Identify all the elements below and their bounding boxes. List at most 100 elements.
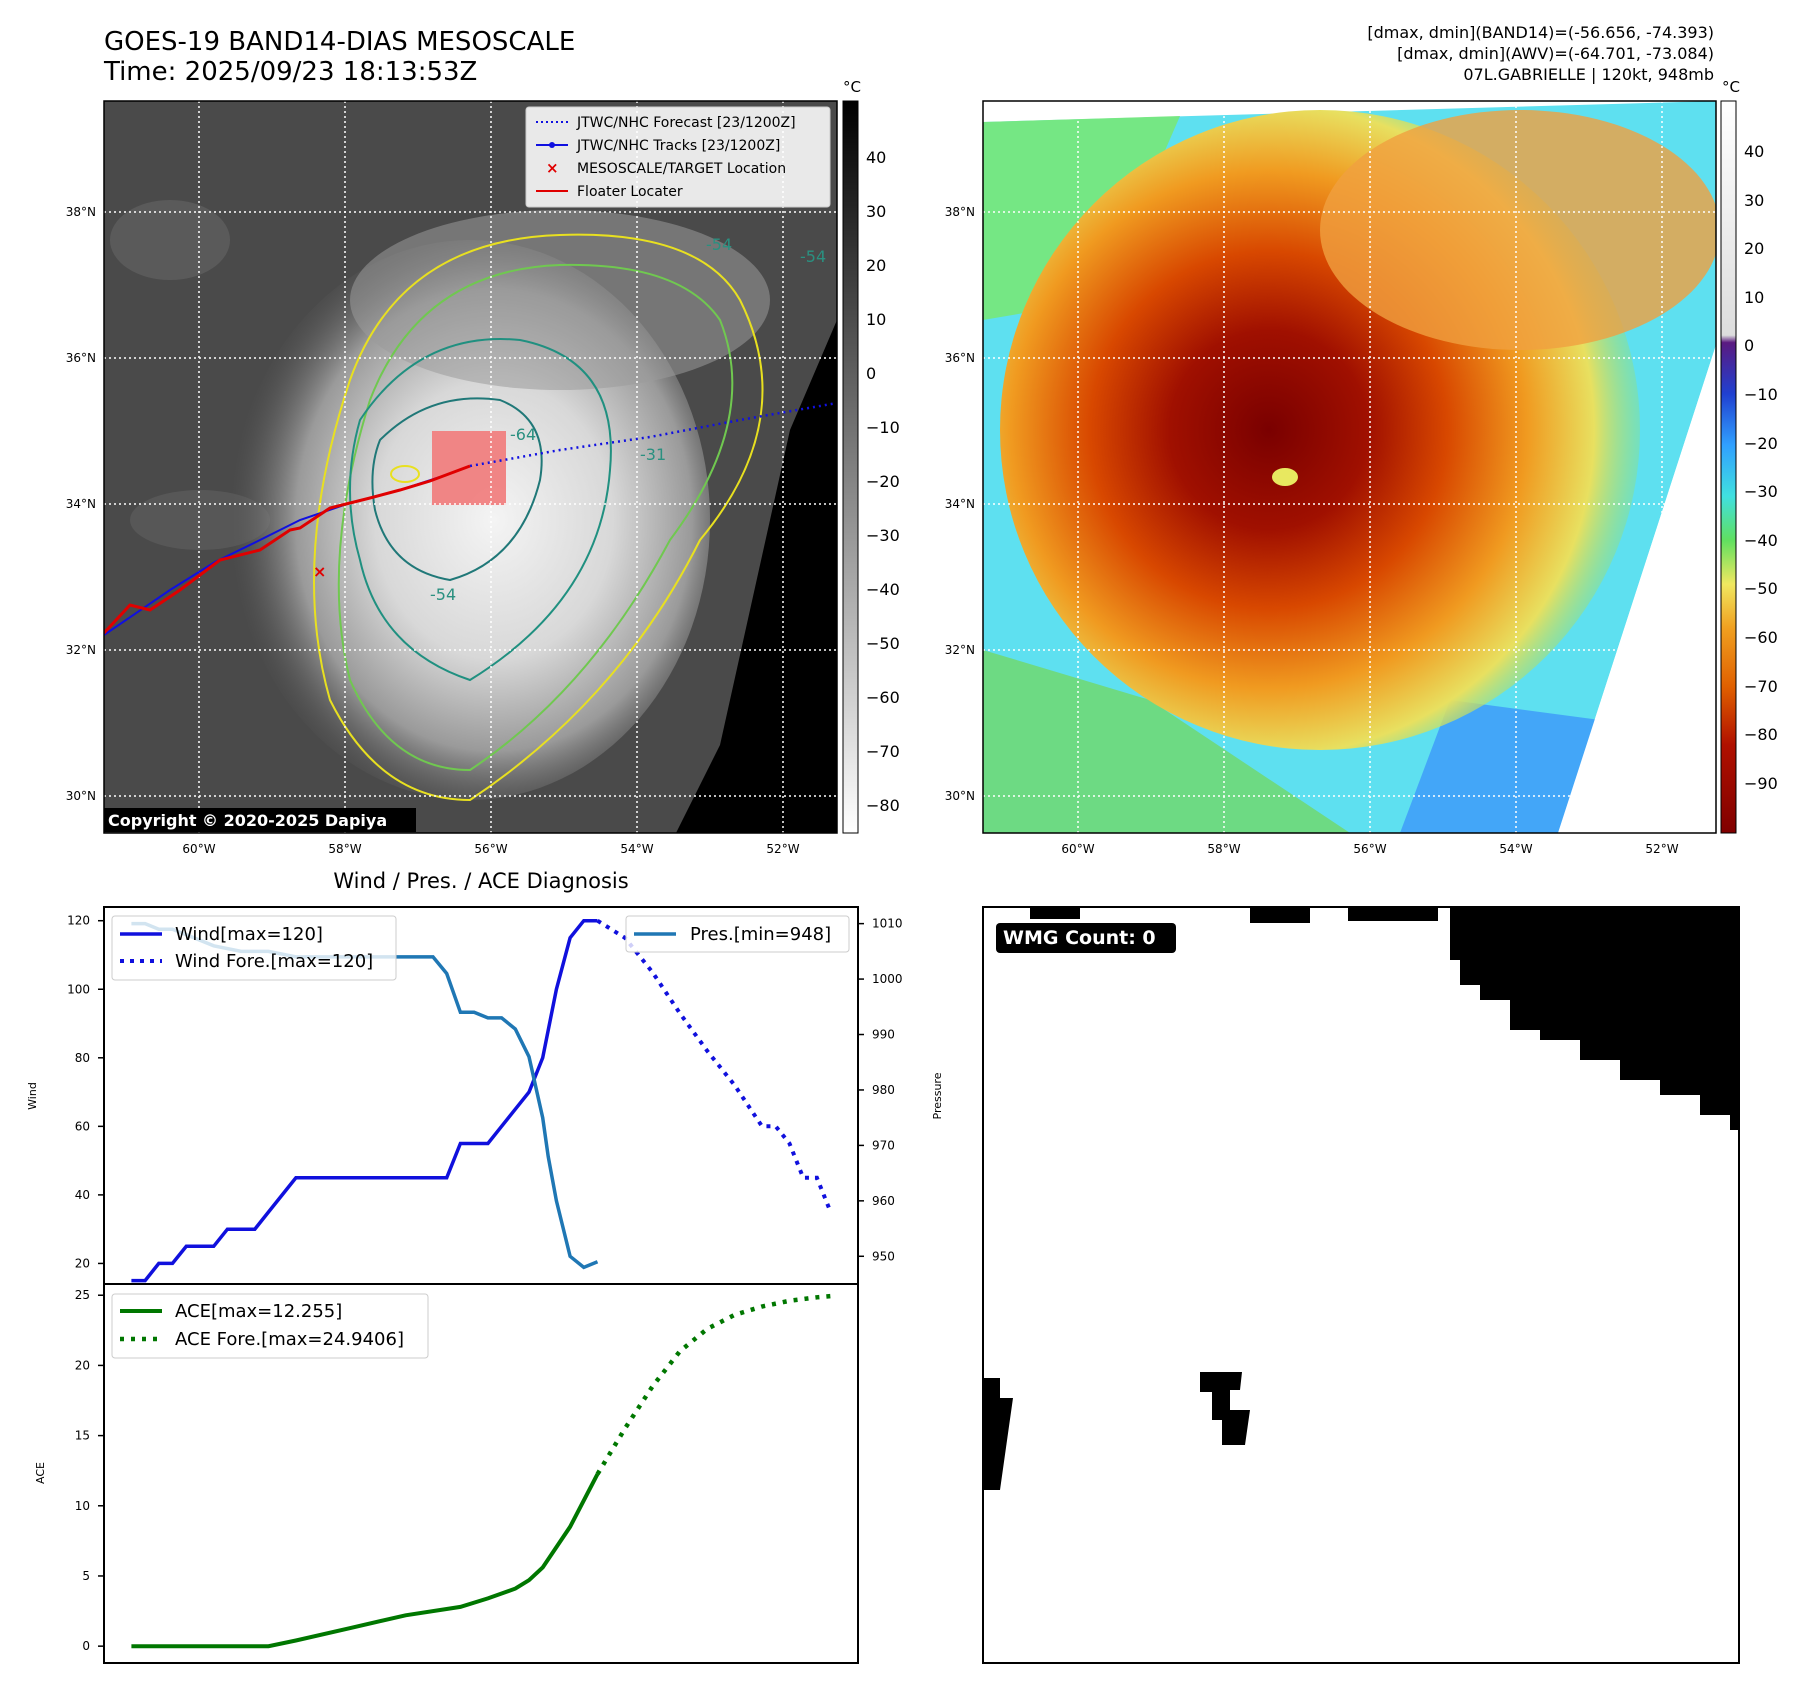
- ir-cbar-tick: 10: [866, 310, 886, 329]
- awv-cbar-tick: 30: [1744, 191, 1764, 210]
- wmg-panel: WMG Count: 0: [982, 906, 1740, 1664]
- pressure-tick-label: 990: [872, 1028, 895, 1042]
- target-box: [432, 431, 506, 505]
- awv-lat-label: 30°N: [945, 789, 975, 803]
- ir-cbar-tick: −30: [866, 526, 900, 545]
- ir-lon-label: 54°W: [620, 842, 653, 856]
- ir-lon-label: 52°W: [766, 842, 799, 856]
- figure-title: GOES-19 BAND14-DIAS MESOSCALE: [104, 27, 576, 57]
- ir-cbar-tick: −80: [866, 796, 900, 815]
- contour-label-3: -64: [510, 425, 536, 444]
- wmg-black-region: [983, 1378, 1013, 1490]
- ir-cbar-tick: 40: [866, 148, 886, 167]
- ir-cloud-patch: [110, 200, 230, 280]
- ir-frame: [103, 100, 838, 834]
- awv-blue-patch: [1400, 700, 1600, 833]
- wind-pressure-chart: Wind / Pres. / ACE Diagnosis Wind Pressu…: [26, 869, 944, 1285]
- ace-tick-label: 25: [75, 1288, 90, 1302]
- awv-cbar-tick: −20: [1744, 434, 1778, 453]
- ir-cbar-tick: 20: [866, 256, 886, 275]
- ir-cbar-tick: −40: [866, 580, 900, 599]
- wind-series-line: [131, 918, 598, 1283]
- contour-label-2: -54: [800, 247, 826, 266]
- pressure-yticks: 950 960 970 980 990 1000 1010: [858, 917, 903, 1263]
- contour-teal: [349, 338, 612, 682]
- wmg-black-region: [1200, 1372, 1250, 1445]
- awv-cbar-tick: −70: [1744, 677, 1778, 696]
- ir-cbar-tick: −70: [866, 742, 900, 761]
- awv-frame: [982, 100, 1717, 834]
- ir-lat-label: 32°N: [66, 643, 96, 657]
- awv-cbar-tick: −60: [1744, 628, 1778, 647]
- awv-no-data: [1558, 345, 1716, 833]
- awv-lat-label: 36°N: [945, 351, 975, 365]
- awv-lat-labels: 38°N 36°N 34°N 32°N 30°N: [945, 205, 975, 803]
- pressure-tick-label: 980: [872, 1083, 895, 1097]
- legend-target: MESOSCALE/TARGET Location: [577, 161, 786, 177]
- awv-green-patch: [983, 650, 1350, 833]
- ace-chart: ACE 0 5 10 15 20 25 ACE[max=12.255] ACE Fore.…: [34, 1283, 859, 1664]
- legend-wind-forecast: Wind Fore.[max=120]: [175, 951, 373, 972]
- ir-map-panel: × -54 -54 -64 -54 -31 × JTWC/NHC Forecas…: [66, 78, 900, 856]
- ace-series-line: [131, 1473, 600, 1649]
- awv-eye: [1272, 468, 1298, 486]
- contour-dark-teal: [371, 397, 543, 582]
- wind-forecast-line: [596, 919, 833, 1213]
- wmg-black-region: [1030, 907, 1080, 919]
- ace-tick-label: 20: [75, 1358, 90, 1372]
- ir-lat-label: 34°N: [66, 497, 96, 511]
- ir-lon-label: 60°W: [182, 842, 215, 856]
- wind-tick-label: 40: [75, 1188, 90, 1202]
- awv-cbar-tick: 20: [1744, 239, 1764, 258]
- ir-gridlines: [104, 101, 837, 833]
- wmg-count-label: WMG Count: 0: [1003, 927, 1156, 949]
- ace-forecast-line: [595, 1293, 831, 1476]
- ir-cbar-tick: −20: [866, 472, 900, 491]
- awv-lat-label: 38°N: [945, 205, 975, 219]
- ir-legend: × JTWC/NHC Forecast [23/1200Z] JTWC/NHC …: [525, 106, 831, 208]
- awv-lat-label: 32°N: [945, 643, 975, 657]
- awv-cbar-tick: −80: [1744, 725, 1778, 744]
- storm-info: 07L.GABRIELLE | 120kt, 948mb: [1463, 65, 1714, 84]
- legend-ace-forecast: ACE Fore.[max=24.9406]: [175, 1329, 404, 1350]
- contour-labels: -54 -54 -64 -54 -31: [430, 235, 826, 604]
- legend-ace: ACE[max=12.255]: [175, 1301, 342, 1322]
- contour-yellow: [313, 233, 764, 802]
- contour-label-4: -54: [430, 585, 456, 604]
- legend-floater: Floater Locater: [577, 184, 683, 200]
- ir-lat-label: 38°N: [66, 205, 96, 219]
- ir-colorbar: [842, 100, 859, 834]
- ir-cbar-tick: −60: [866, 688, 900, 707]
- ace-legend: ACE[max=12.255] ACE Fore.[max=24.9406]: [111, 1293, 429, 1359]
- ir-lon-label: 58°W: [328, 842, 361, 856]
- wind-tick-label: 100: [67, 982, 90, 996]
- pressure-ylabel: Pressure: [931, 1072, 944, 1119]
- awv-colorbar-unit: °C: [1722, 78, 1740, 96]
- contour-green: [337, 263, 734, 772]
- awv-cbar-tick: −30: [1744, 482, 1778, 501]
- target-marker: ×: [313, 562, 326, 581]
- ir-lat-labels: 38°N 36°N 34°N 32°N 30°N: [66, 205, 96, 803]
- wind-tick-label: 80: [75, 1051, 90, 1065]
- contour-label-5: -31: [640, 445, 666, 464]
- copyright-box: [104, 808, 416, 832]
- ir-lat-label: 36°N: [66, 351, 96, 365]
- awv-gridlines: [983, 101, 1716, 833]
- wind-legend: Wind[max=120] Wind Fore.[max=120]: [111, 915, 397, 981]
- wind-ylabel: Wind: [26, 1082, 39, 1110]
- awv-lon-labels: 60°W 58°W 56°W 54°W 52°W: [1061, 842, 1678, 856]
- ir-lon-labels: 60°W 58°W 56°W 54°W 52°W: [182, 842, 799, 856]
- wind-tick-label: 120: [67, 914, 90, 928]
- wind-tick-label: 20: [75, 1256, 90, 1270]
- ir-cbar-tick: −10: [866, 418, 900, 437]
- awv-cbar-tick: −40: [1744, 531, 1778, 550]
- legend-wind: Wind[max=120]: [175, 924, 323, 945]
- pressure-tick-label: 1000: [872, 972, 903, 986]
- ir-lat-label: 30°N: [66, 789, 96, 803]
- svg-text:×: ×: [546, 159, 559, 177]
- pressure-tick-label: 1010: [872, 917, 903, 931]
- ir-lon-label: 56°W: [474, 842, 507, 856]
- awv-lon-label: 58°W: [1207, 842, 1240, 856]
- awv-cbar-tick: −50: [1744, 579, 1778, 598]
